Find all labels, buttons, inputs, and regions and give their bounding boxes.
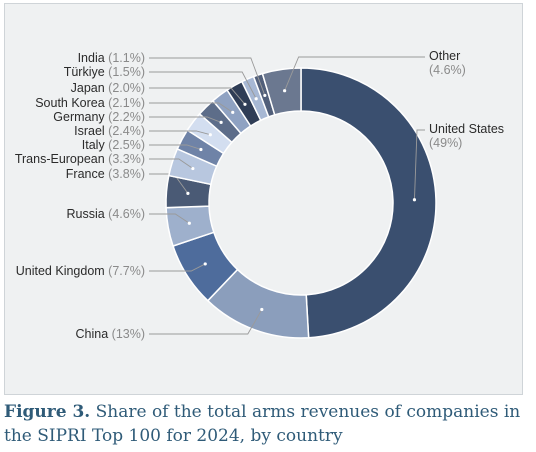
label-pct-south-korea: (2.1%) xyxy=(108,96,145,110)
leader-line-india xyxy=(149,57,266,96)
label-pct-france: (3.8%) xyxy=(108,167,145,181)
label-pct-trans-european: (3.3%) xyxy=(108,152,145,166)
leader-line-united-states xyxy=(414,129,425,200)
caption-label: Figure 3. xyxy=(4,402,91,422)
leader-dot-italy xyxy=(199,147,203,152)
label-name-israel: Israel xyxy=(74,124,108,138)
donut-chart: United States (49%) China (13%) United King… xyxy=(15,49,504,341)
label-pct-india: (1.1%) xyxy=(108,51,145,65)
leader-dot-israel xyxy=(208,133,212,137)
label-japan: Japan (2.0%) xyxy=(71,81,145,95)
leader-dot-south-korea xyxy=(231,110,235,114)
label-pct-turkiye: (1.5%) xyxy=(108,65,145,79)
label-name-india: India xyxy=(78,51,109,65)
label-pct-italy: (2.5%) xyxy=(108,138,145,152)
leader-line-israel xyxy=(149,130,211,136)
label-name-china: China xyxy=(76,327,112,341)
label-italy: Italy (2.5%) xyxy=(82,138,145,152)
leader-line-other xyxy=(284,56,425,91)
label-name-other: Other xyxy=(429,49,460,63)
label-name-germany: Germany xyxy=(53,110,108,124)
label-name-united-states: United States xyxy=(429,122,504,136)
label-israel: Israel (2.4%) xyxy=(74,124,145,138)
leader-dot-china xyxy=(260,307,264,312)
leader-dot-united-kingdom xyxy=(203,262,207,266)
slice-other xyxy=(261,67,302,116)
figure-caption: Figure 3. Share of the total arms revenu… xyxy=(4,400,532,448)
label-india: India (1.1%) xyxy=(78,51,145,65)
slice-united-states xyxy=(300,67,437,339)
label-pct-united-kingdom: (7.7%) xyxy=(108,264,145,278)
label-pct-germany: (2.2%) xyxy=(108,110,145,124)
label-name-turkiye: Türkiye xyxy=(64,65,108,79)
leader-line-russia xyxy=(149,213,190,224)
label-turkiye: Türkiye (1.5%) xyxy=(64,65,145,79)
label-united-kingdom: United Kingdom (7.7%) xyxy=(16,264,145,278)
label-germany: Germany (2.2%) xyxy=(53,110,145,124)
label-south-korea: South Korea (2.1%) xyxy=(35,96,145,110)
label-france: France (3.8%) xyxy=(66,167,145,181)
label-pct-israel: (2.4%) xyxy=(108,124,145,138)
leader-line-turkiye xyxy=(149,71,257,99)
label-pct-united-states: (49%) xyxy=(429,136,462,150)
leader-line-italy xyxy=(149,144,202,150)
leader-line-japan xyxy=(149,87,246,105)
leader-dot-united-states xyxy=(412,198,417,202)
label-name-south-korea: South Korea xyxy=(35,96,108,110)
label-name-trans-european: Trans-European xyxy=(15,152,108,166)
leader-dot-germany xyxy=(219,120,223,124)
label-name-italy: Italy xyxy=(82,138,108,152)
label-name-russia: Russia xyxy=(66,207,108,221)
leader-dot-other xyxy=(283,89,287,93)
label-name-japan: Japan xyxy=(71,81,109,95)
label-name-france: France xyxy=(66,167,108,181)
leader-line-united-kingdom xyxy=(149,263,206,272)
label-china: China (13%) xyxy=(76,327,145,341)
leader-dot-trans-european xyxy=(191,166,195,171)
label-other: Other (4.6%) xyxy=(429,49,466,77)
caption-text: Share of the total arms revenues of comp… xyxy=(4,402,521,446)
leader-dot-russia xyxy=(187,221,191,225)
leader-line-germany xyxy=(149,116,222,123)
leader-line-trans-european xyxy=(149,158,194,169)
leader-line-south-korea xyxy=(149,102,233,113)
label-united-states: United States (49%) xyxy=(429,122,504,150)
leader-dot-india xyxy=(263,93,267,98)
label-pct-china: (13%) xyxy=(112,327,145,341)
leader-dot-turkiye xyxy=(254,97,258,101)
chart-panel: United States (49%) China (13%) United King… xyxy=(4,3,523,395)
label-pct-other: (4.6%) xyxy=(429,63,466,77)
leader-line-china xyxy=(149,309,263,335)
leader-dot-france xyxy=(186,191,190,195)
label-name-united-kingdom: United Kingdom xyxy=(16,264,108,278)
label-trans-european: Trans-European (3.3%) xyxy=(15,152,145,166)
label-russia: Russia (4.6%) xyxy=(66,207,145,221)
label-pct-russia: (4.6%) xyxy=(108,207,145,221)
label-pct-japan: (2.0%) xyxy=(108,81,145,95)
leader-dot-japan xyxy=(243,102,247,106)
